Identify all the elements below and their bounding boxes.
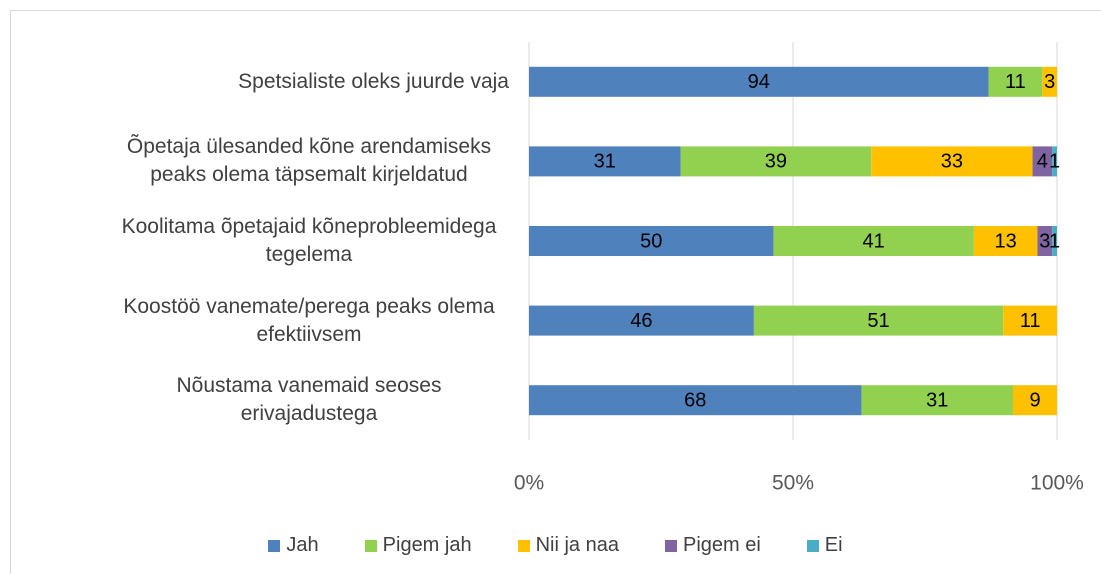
bar-segment bbox=[1037, 226, 1053, 256]
data-label: 1 bbox=[1049, 230, 1060, 252]
data-label: 41 bbox=[863, 230, 885, 252]
legend-item: Ei bbox=[806, 534, 843, 557]
bar-segment bbox=[871, 146, 1033, 177]
data-label: 39 bbox=[765, 151, 787, 173]
legend-item: Nii ja naa bbox=[517, 534, 619, 557]
bar-segment bbox=[1013, 385, 1057, 416]
data-label: 3 bbox=[1039, 230, 1050, 252]
legend-swatch bbox=[364, 539, 377, 552]
bar-segment bbox=[1042, 66, 1057, 97]
bar-segment bbox=[1052, 146, 1057, 177]
chart-border bbox=[10, 10, 1101, 574]
data-label: 11 bbox=[1020, 310, 1041, 332]
legend-label: Ei bbox=[824, 534, 843, 556]
legend-item: Jah bbox=[268, 534, 319, 557]
data-label: 3 bbox=[1044, 71, 1055, 93]
legend-swatch bbox=[517, 539, 530, 552]
data-label: 46 bbox=[630, 310, 652, 332]
bar-segment bbox=[1032, 146, 1053, 177]
data-label: 31 bbox=[926, 389, 948, 411]
bar-segment bbox=[529, 305, 754, 336]
x-tick-label: 100% bbox=[1030, 472, 1084, 495]
data-label: 50 bbox=[640, 230, 662, 252]
data-label: 13 bbox=[995, 230, 1017, 252]
data-label: 31 bbox=[594, 151, 616, 173]
data-label: 1 bbox=[1049, 151, 1060, 173]
category-label: Koostöö vanemate/perega peaks olema efek… bbox=[123, 294, 495, 346]
bar-segment bbox=[529, 226, 774, 256]
bar-segment bbox=[773, 226, 974, 256]
data-label: 94 bbox=[748, 71, 770, 93]
x-tick-label: 0% bbox=[514, 472, 544, 495]
category-label: Nõustama vanemaid seoses erivajadustega bbox=[176, 374, 442, 426]
data-label: 11 bbox=[1005, 71, 1026, 93]
bar-segment bbox=[1003, 305, 1057, 336]
category-label: Koolitama õpetajaid kõneprobleemidega te… bbox=[121, 215, 497, 266]
bar-segment bbox=[973, 226, 1038, 256]
category-label: Spetsialiste oleks juurde vaja bbox=[238, 69, 509, 93]
category-label: Õpetaja ülesanded kõne arendamiseks peak… bbox=[126, 135, 492, 187]
data-label: 51 bbox=[867, 310, 889, 332]
data-label: 68 bbox=[684, 389, 706, 411]
data-label: 33 bbox=[941, 151, 963, 173]
bar-segment bbox=[988, 66, 1043, 97]
bar-segment bbox=[861, 385, 1013, 416]
legend-item: Pigem ei bbox=[664, 534, 761, 557]
legend-swatch bbox=[268, 539, 281, 552]
legend-swatch bbox=[806, 539, 819, 552]
bar-segment bbox=[529, 66, 989, 97]
legend-label: Pigem jah bbox=[382, 534, 472, 556]
legend-label: Jah bbox=[286, 534, 319, 556]
bar-segment bbox=[529, 385, 862, 416]
bar-segment bbox=[680, 146, 872, 177]
data-label: 9 bbox=[1029, 389, 1040, 411]
legend-label: Pigem ei bbox=[682, 534, 761, 556]
legend: Jah Pigem jah Nii ja naa Pigem ei Ei bbox=[10, 534, 1101, 557]
x-tick-label: 50% bbox=[772, 472, 814, 495]
bar-segment bbox=[529, 146, 681, 177]
legend-item: Pigem jah bbox=[364, 534, 472, 557]
legend-swatch bbox=[664, 539, 677, 552]
bar-segment bbox=[1052, 226, 1057, 256]
bar-segment bbox=[753, 305, 1004, 336]
legend-label: Nii ja naa bbox=[535, 534, 619, 556]
data-label: 4 bbox=[1037, 151, 1048, 173]
